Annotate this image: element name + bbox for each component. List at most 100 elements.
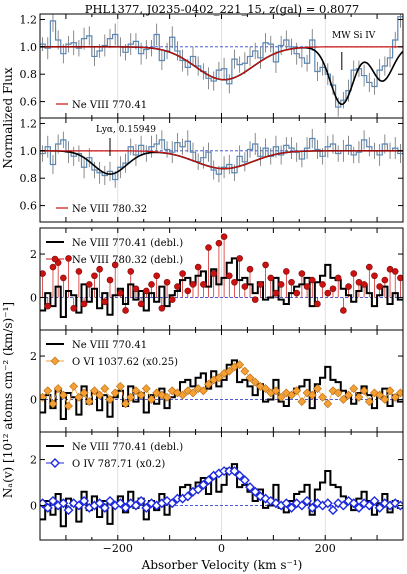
plot-area <box>40 228 403 330</box>
legend-marker <box>50 458 60 468</box>
series-point-o4 <box>229 466 240 477</box>
series-point-o6 <box>64 401 73 411</box>
series-point-o6 <box>240 366 250 376</box>
model-fit-component <box>40 46 403 81</box>
series-point-o6 <box>318 392 328 402</box>
series-point-ne8-780 <box>96 265 103 273</box>
model-fit-component <box>40 150 403 170</box>
series-point-ne8-780 <box>360 281 368 288</box>
series-point-o6 <box>364 397 374 407</box>
y-tick-label: 1.2 <box>20 13 38 26</box>
series-point-o4 <box>94 498 105 509</box>
series-point-o6 <box>141 384 151 394</box>
series-point-ne8-780 <box>334 274 342 282</box>
series-point-ne8-780 <box>329 285 337 293</box>
series-point-o6 <box>95 390 105 400</box>
series-point-ne8-780 <box>381 276 389 284</box>
series-point-o4 <box>141 502 152 513</box>
series-point-o4 <box>63 505 74 516</box>
y-tick-label: 1.2 <box>20 117 38 130</box>
series-point-o6 <box>261 384 271 394</box>
series-point-o6 <box>136 390 146 400</box>
panel-na-ne8-o6: Ne VIII 770.41 O VI 1037.62 (x0.25) 0 2 <box>30 329 404 433</box>
series-point-o6 <box>131 386 141 396</box>
series-point-ne8-780 <box>215 239 223 247</box>
series-point-ne8-780 <box>376 283 383 290</box>
series-point-ne8-780 <box>85 281 93 288</box>
series-point-o4 <box>136 495 147 506</box>
series-line-ne8-770 <box>40 463 403 528</box>
series-point-o4 <box>353 502 364 513</box>
series-point-o6 <box>79 388 89 398</box>
series-point-o6 <box>53 384 63 394</box>
series-point-ne8-780 <box>60 274 67 282</box>
series-point-o4 <box>73 500 84 511</box>
series-point-ne8-780 <box>132 285 140 293</box>
series-point-o6 <box>105 395 115 404</box>
series-point-o4 <box>47 495 58 506</box>
series-point-o6 <box>214 373 224 383</box>
series-point-o6 <box>235 360 245 370</box>
legend-marker <box>51 255 59 263</box>
series-point-o6 <box>380 395 390 404</box>
series-point-o4 <box>58 498 69 509</box>
series-point-o4 <box>115 498 126 509</box>
series-point-ne8-780 <box>345 283 352 290</box>
series-point-ne8-780 <box>200 281 207 288</box>
series-point-o4 <box>239 475 250 486</box>
series-point-ne8-780 <box>267 274 275 282</box>
series-point-ne8-780 <box>111 261 119 269</box>
series-point-o6 <box>69 382 79 391</box>
legend-label: O VI 1037.62 (x0.25) <box>72 357 178 368</box>
series-line-ne8-770 <box>40 359 403 420</box>
series-point-o6 <box>162 392 172 402</box>
series-point-o4 <box>322 498 333 509</box>
series-point-o6 <box>178 390 188 400</box>
series-point-ne8-780 <box>220 233 228 240</box>
series-point-o6 <box>390 392 400 402</box>
y-tick-label: 2 <box>30 248 37 261</box>
annotation-label: MW Si IV <box>332 31 376 41</box>
y-tick-label: 0.8 <box>20 172 38 185</box>
series-point-o4 <box>42 502 53 513</box>
figure-title: PHL1377, J0235-0402_221_15, z(gal) = 0.8… <box>85 2 360 16</box>
series-point-ne8-780 <box>80 300 88 308</box>
series-point-o6 <box>245 373 255 383</box>
series-point-o6 <box>292 386 302 396</box>
legend-label: Ne VIII 770.41 <box>72 100 147 111</box>
series-point-ne8-780 <box>272 289 280 297</box>
series-point-ne8-780 <box>246 265 254 273</box>
series-point-ne8-780 <box>174 283 181 290</box>
series-point-o6 <box>198 386 208 396</box>
panel-flux-ne8-780: Ne VIII 780.32 Lyα, 0.15949 0.6 0.8 1.0 1.2 <box>20 117 404 223</box>
series-point-o6 <box>276 392 286 402</box>
series-point-o4 <box>167 498 178 509</box>
series-point-ne8-780 <box>324 289 332 297</box>
plot-area <box>40 432 403 540</box>
y-tick-label: 2 <box>30 454 37 467</box>
legend-label: Ne VIII 780.32 (debl.) <box>72 255 183 266</box>
y-tick-label: 0 <box>30 291 37 304</box>
flux-histogram <box>40 16 403 108</box>
series-point-o4 <box>338 500 349 511</box>
y-axis-label-flux: Normalized Flux <box>1 67 15 168</box>
series-point-o4 <box>374 502 385 513</box>
series-point-o4 <box>348 498 359 509</box>
plot-area <box>40 118 403 222</box>
series-point-o4 <box>245 482 256 493</box>
series-point-ne8-780 <box>70 304 78 312</box>
x-tick-label: 200 <box>315 542 336 555</box>
series-point-ne8-780 <box>40 270 46 277</box>
series-point-ne8-780 <box>122 307 129 314</box>
series-point-o6 <box>58 390 68 400</box>
series-point-ne8-780 <box>340 307 347 314</box>
series-point-ne8-780 <box>210 270 218 277</box>
series-point-ne8-780 <box>194 263 202 271</box>
series-point-o4 <box>281 498 292 509</box>
series-point-ne8-780 <box>288 278 295 286</box>
series-point-o4 <box>364 500 375 511</box>
series-point-ne8-780 <box>101 298 109 306</box>
x-tick-label: −200 <box>103 542 133 555</box>
series-point-ne8-780 <box>117 289 124 297</box>
